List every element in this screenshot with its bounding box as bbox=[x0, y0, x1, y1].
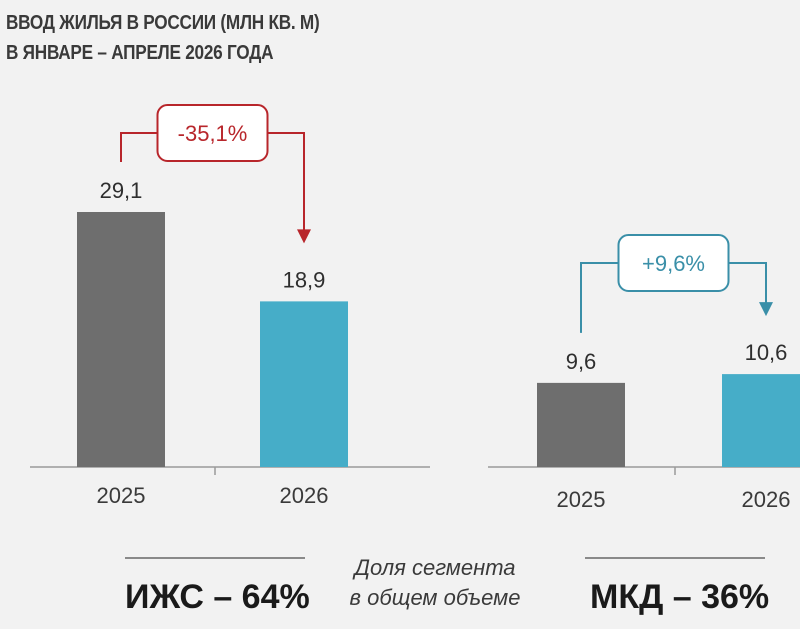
segment-share-note: Доля сегмента в общем объеме bbox=[340, 553, 530, 613]
bar-izhs-2025 bbox=[77, 212, 165, 467]
change-arrow-izhs bbox=[297, 229, 311, 244]
value-label-mkd-2026: 10,6 bbox=[745, 340, 788, 365]
category-label-izhs-2026: 2026 bbox=[280, 483, 329, 508]
change-label-mkd: +9,6% bbox=[642, 251, 705, 276]
chart-title-line1: ВВОД ЖИЛЬЯ В РОССИИ (МЛН КВ. М) bbox=[6, 12, 320, 34]
category-label-mkd-2026: 2026 bbox=[742, 487, 791, 512]
category-label-mkd-2025: 2025 bbox=[557, 487, 606, 512]
change-box-mkd bbox=[617, 234, 730, 292]
bar-izhs-2026 bbox=[260, 301, 348, 467]
note-line2: в общем объеме bbox=[349, 585, 521, 610]
segment-share-izhs: ИЖС – 64% bbox=[125, 578, 310, 616]
segment-divider-left bbox=[125, 557, 305, 559]
change-arrow-mkd bbox=[759, 302, 773, 317]
value-label-mkd-2025: 9,6 bbox=[566, 349, 597, 374]
chart-title-line2: В ЯНВАРЕ – АПРЕЛЕ 2026 ГОДА bbox=[6, 42, 274, 64]
category-label-izhs-2025: 2025 bbox=[97, 483, 146, 508]
change-label-izhs: -35,1% bbox=[178, 121, 248, 146]
change-connector-right-izhs bbox=[267, 132, 305, 234]
segment-divider-right bbox=[585, 557, 765, 559]
note-line1: Доля сегмента bbox=[354, 555, 516, 580]
change-connector-right-mkd bbox=[728, 262, 767, 307]
segment-share-mkd: МКД – 36% bbox=[590, 578, 770, 616]
change-connector-left-mkd bbox=[580, 262, 619, 333]
change-box-izhs bbox=[156, 104, 269, 162]
chart-title: ВВОД ЖИЛЬЯ В РОССИИ (МЛН КВ. М) В ЯНВАРЕ… bbox=[6, 8, 320, 68]
bar-mkd-2026 bbox=[722, 374, 800, 467]
bar-mkd-2025 bbox=[537, 382, 625, 467]
value-label-izhs-2025: 29,1 bbox=[100, 178, 143, 203]
value-label-izhs-2026: 18,9 bbox=[283, 267, 326, 292]
change-connector-left-izhs bbox=[120, 132, 158, 162]
